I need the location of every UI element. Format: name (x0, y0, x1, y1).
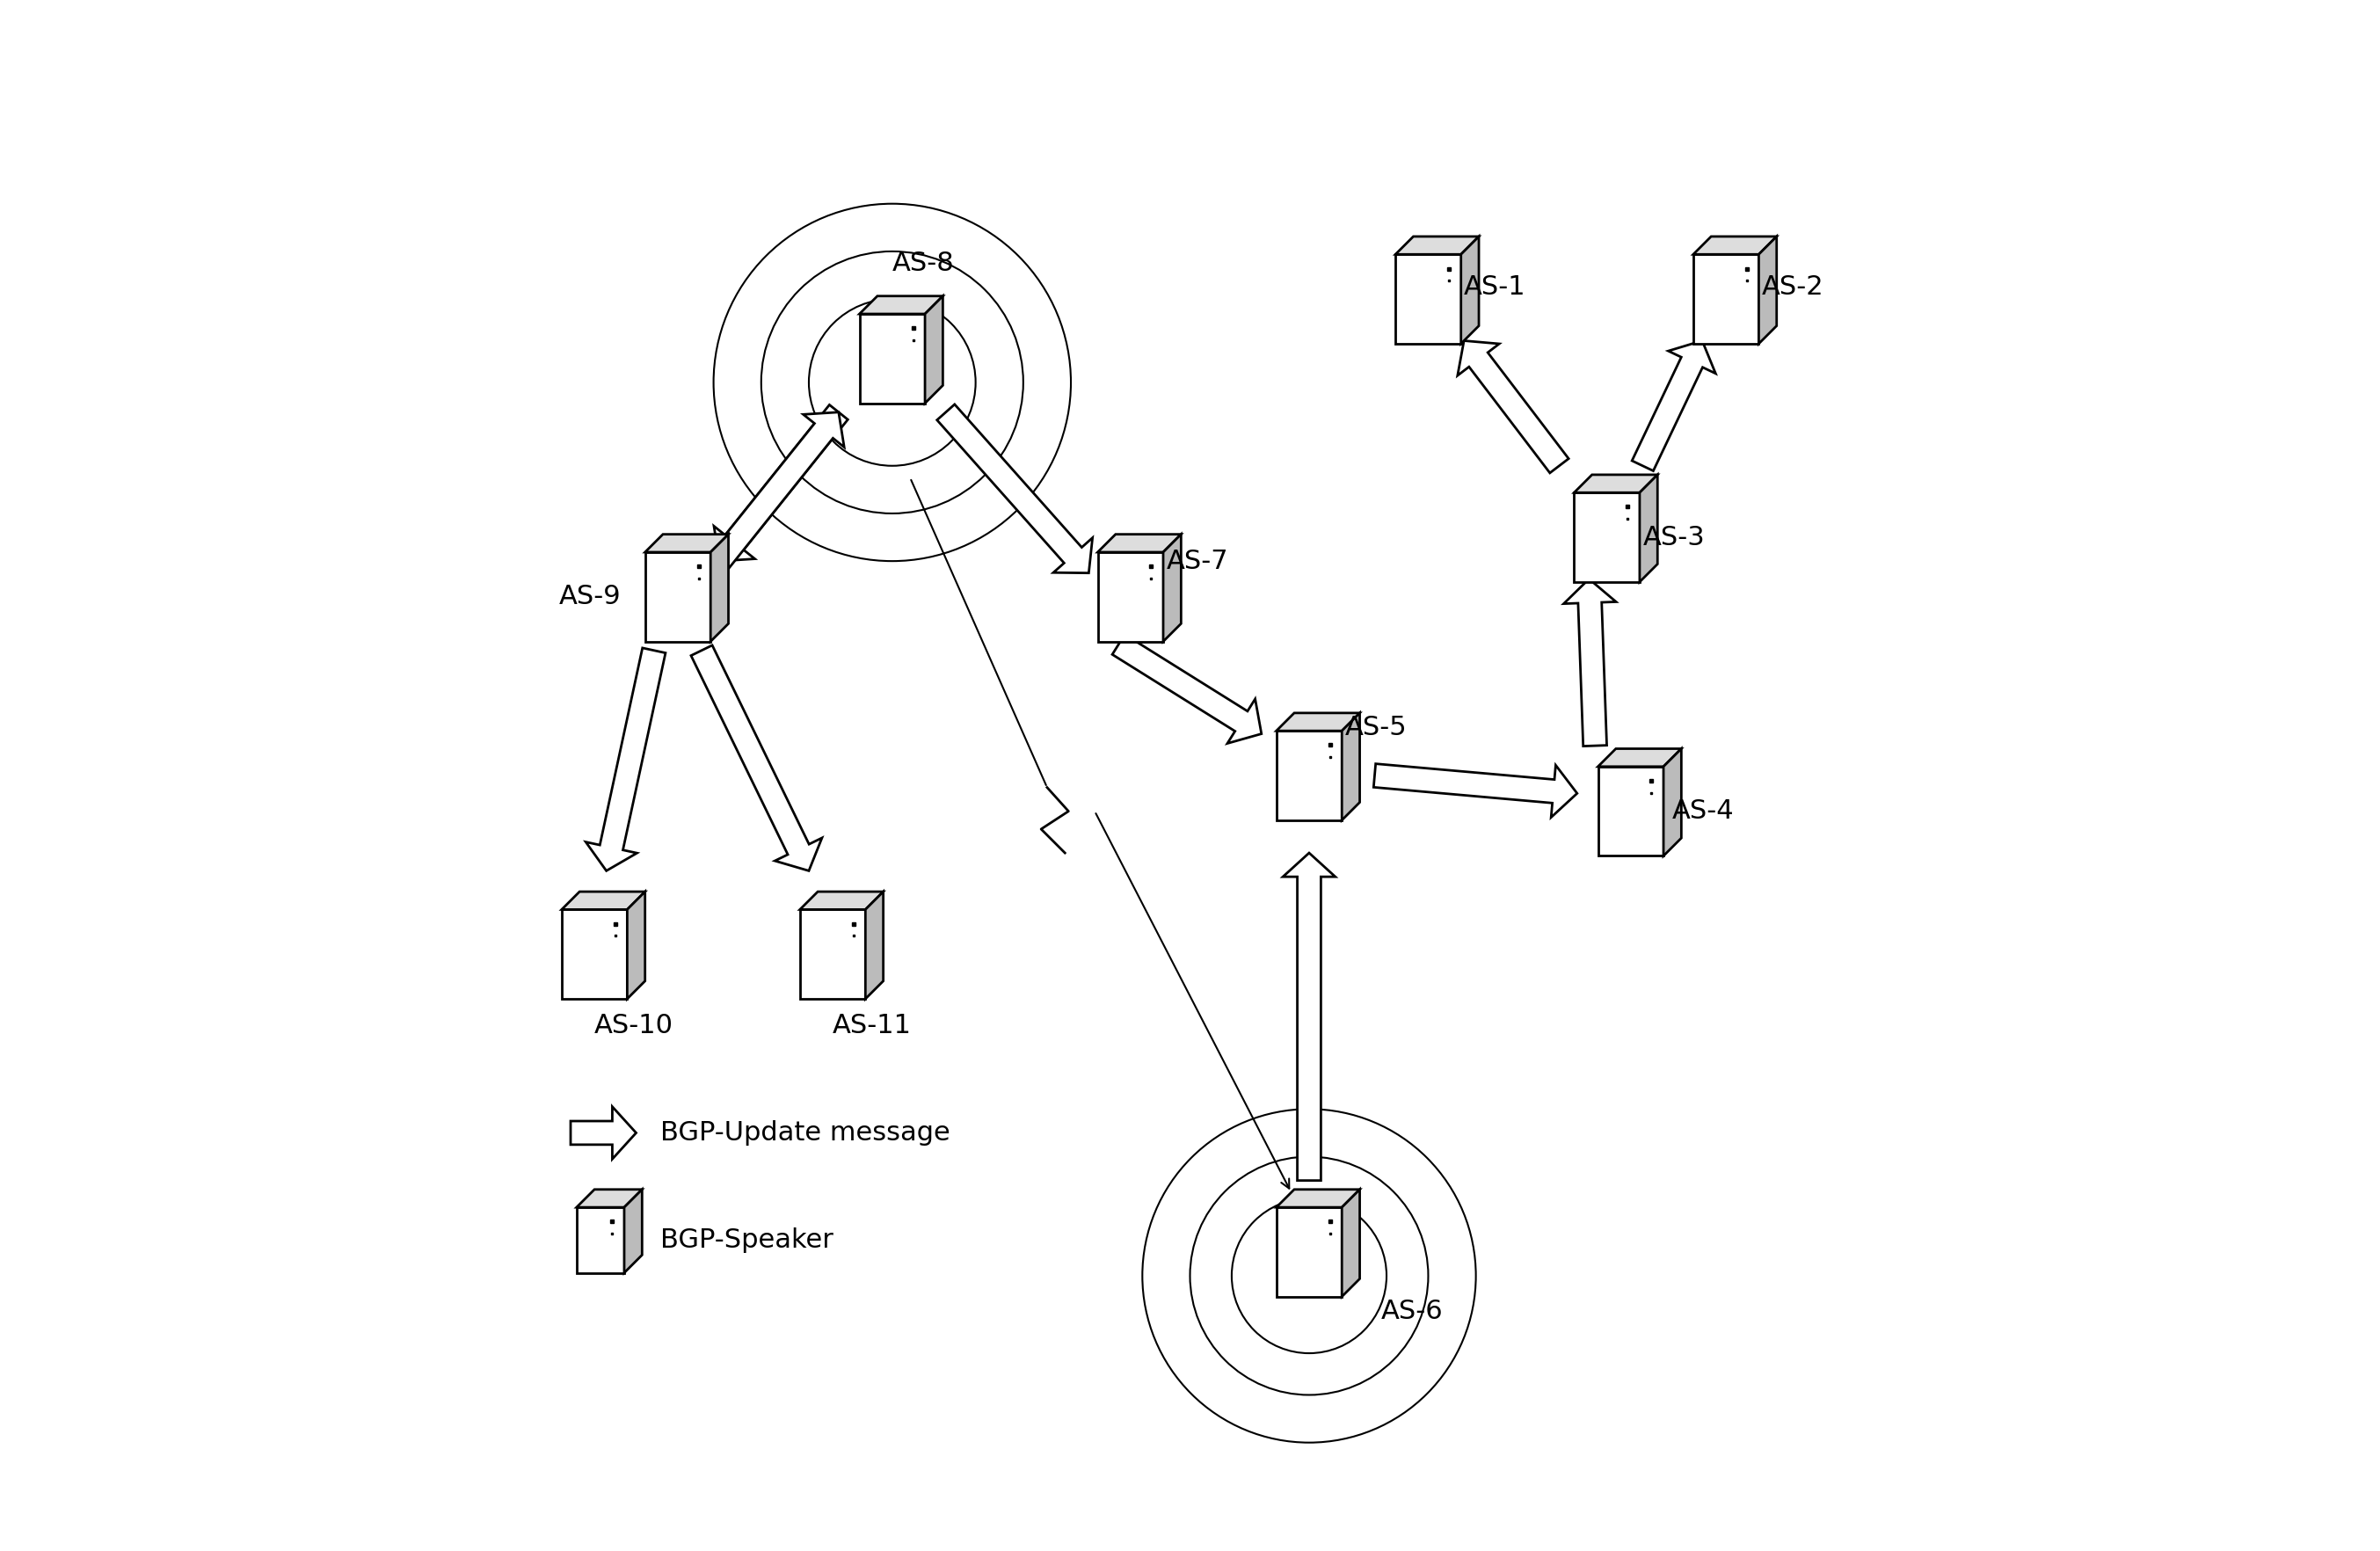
Polygon shape (1373, 763, 1578, 817)
Polygon shape (585, 648, 666, 870)
Polygon shape (1097, 534, 1180, 552)
Text: AS-5: AS-5 (1345, 715, 1407, 740)
FancyBboxPatch shape (562, 909, 628, 999)
FancyBboxPatch shape (1692, 254, 1759, 344)
Polygon shape (1759, 236, 1775, 344)
FancyBboxPatch shape (1097, 552, 1164, 642)
FancyBboxPatch shape (576, 1207, 624, 1273)
Polygon shape (926, 296, 942, 403)
FancyBboxPatch shape (1597, 766, 1664, 856)
FancyBboxPatch shape (1276, 1207, 1342, 1297)
Polygon shape (628, 892, 645, 999)
Text: AS-1: AS-1 (1464, 275, 1526, 299)
FancyBboxPatch shape (800, 909, 866, 999)
Text: BGP-Speaker: BGP-Speaker (659, 1227, 833, 1253)
Polygon shape (1164, 534, 1180, 642)
Polygon shape (1597, 749, 1680, 766)
Polygon shape (709, 413, 845, 569)
FancyBboxPatch shape (1573, 493, 1640, 582)
Text: AS-2: AS-2 (1761, 275, 1823, 299)
Polygon shape (866, 892, 883, 999)
Polygon shape (1457, 341, 1568, 473)
Polygon shape (1342, 1190, 1359, 1297)
Text: AS-4: AS-4 (1673, 799, 1735, 824)
FancyBboxPatch shape (1276, 731, 1342, 820)
Polygon shape (1276, 713, 1359, 731)
Polygon shape (1111, 634, 1261, 743)
Polygon shape (1692, 236, 1775, 254)
Text: AS-3: AS-3 (1642, 524, 1704, 551)
Text: AS-7: AS-7 (1166, 549, 1228, 574)
FancyBboxPatch shape (859, 313, 926, 403)
Polygon shape (624, 1190, 643, 1273)
Polygon shape (576, 1190, 643, 1207)
Polygon shape (1573, 475, 1656, 493)
Polygon shape (938, 405, 1092, 572)
Text: AS-10: AS-10 (595, 1013, 674, 1039)
Polygon shape (562, 892, 645, 909)
Polygon shape (859, 296, 942, 313)
Text: AS-8: AS-8 (892, 251, 954, 276)
Polygon shape (800, 892, 883, 909)
Polygon shape (1342, 713, 1359, 820)
Polygon shape (712, 534, 728, 642)
Polygon shape (1633, 341, 1716, 472)
Polygon shape (714, 405, 847, 561)
Polygon shape (1564, 579, 1616, 746)
Polygon shape (1283, 853, 1335, 1180)
Polygon shape (1276, 1190, 1359, 1207)
Text: AS-9: AS-9 (559, 585, 621, 610)
FancyBboxPatch shape (1395, 254, 1461, 344)
Polygon shape (1640, 475, 1656, 582)
Polygon shape (1395, 236, 1478, 254)
Polygon shape (1664, 749, 1680, 856)
Polygon shape (690, 645, 821, 870)
Text: AS-6: AS-6 (1380, 1298, 1442, 1325)
Polygon shape (571, 1107, 635, 1159)
Text: BGP-Update message: BGP-Update message (659, 1120, 950, 1146)
Polygon shape (645, 534, 728, 552)
Text: AS-11: AS-11 (833, 1013, 912, 1039)
FancyBboxPatch shape (645, 552, 712, 642)
Polygon shape (1461, 236, 1478, 344)
